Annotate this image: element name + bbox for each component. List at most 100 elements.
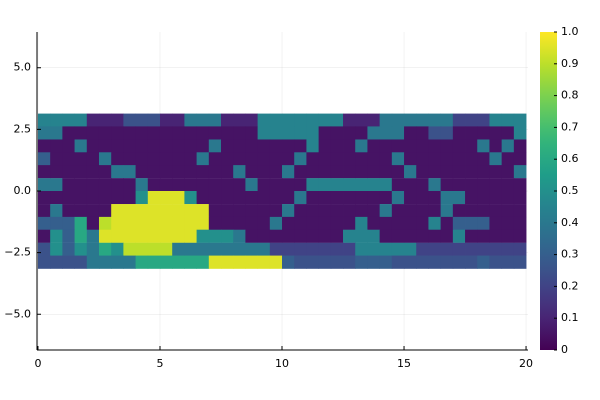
- heatmap-cell: [233, 255, 246, 269]
- heatmap-cell: [50, 126, 63, 140]
- heatmap-cell: [111, 204, 124, 218]
- heatmap-cell: [172, 255, 185, 269]
- heatmap-cell: [343, 126, 356, 140]
- heatmap-cell: [391, 152, 405, 166]
- heatmap-cell: [135, 113, 149, 127]
- heatmap-cell: [159, 255, 173, 269]
- heatmap-cell: [98, 113, 112, 127]
- heatmap-cell: [330, 165, 344, 179]
- heatmap-cell: [245, 191, 259, 205]
- heatmap-cell: [257, 229, 271, 243]
- heatmap-cell: [159, 242, 173, 256]
- heatmap-cell: [306, 229, 320, 243]
- heatmap-cell: [465, 191, 478, 205]
- heatmap-cell: [233, 229, 246, 243]
- heatmap-cell: [306, 126, 320, 140]
- heatmap-cell: [135, 216, 149, 231]
- heatmap-cell: [37, 191, 51, 205]
- heatmap-cell: [379, 229, 393, 243]
- heatmap-cell: [294, 165, 307, 179]
- heatmap-cell: [367, 126, 381, 140]
- heatmap-cell: [123, 216, 136, 231]
- heatmap-cell: [269, 139, 283, 153]
- heatmap-cell: [147, 204, 161, 218]
- heatmap-cell: [196, 204, 210, 218]
- heatmap-cell: [208, 113, 222, 127]
- heatmap-cell: [355, 152, 368, 166]
- heatmap-cell: [343, 139, 356, 153]
- heatmap-cell: [428, 229, 442, 243]
- x-tick-label: 5: [156, 357, 163, 370]
- heatmap-cell: [74, 178, 88, 192]
- heatmap-cell: [440, 216, 454, 231]
- heatmap-cell: [440, 152, 454, 166]
- heatmap-cell: [465, 152, 478, 166]
- heatmap-cell: [416, 126, 429, 140]
- heatmap-cell: [147, 255, 161, 269]
- heatmap-cell: [367, 191, 381, 205]
- heatmap-cell: [257, 191, 271, 205]
- heatmap-cell: [257, 255, 271, 269]
- heatmap-cell: [306, 178, 320, 192]
- heatmap-cell: [208, 216, 222, 231]
- heatmap-cell: [501, 178, 515, 192]
- heatmap-cell: [379, 139, 393, 153]
- heatmap-cell: [257, 152, 271, 166]
- heatmap-cell: [318, 126, 332, 140]
- heatmap-cell: [513, 178, 527, 192]
- heatmap-cell: [343, 191, 356, 205]
- heatmap-cell: [37, 113, 51, 127]
- heatmap-cell: [306, 242, 320, 256]
- heatmap-cell: [50, 178, 63, 192]
- heatmap-cell: [257, 204, 271, 218]
- heatmap-cell: [147, 216, 161, 231]
- heatmap-cell: [404, 113, 417, 127]
- heatmap-cell: [184, 255, 197, 269]
- heatmap-cell: [513, 191, 527, 205]
- heatmap-cell: [465, 242, 478, 256]
- heatmap-cell: [428, 126, 442, 140]
- heatmap-cell: [428, 191, 442, 205]
- heatmap-cell: [123, 139, 136, 153]
- heatmap-cell: [318, 242, 332, 256]
- heatmap-cell: [135, 191, 149, 205]
- heatmap-cell: [428, 113, 442, 127]
- heatmap-cell: [184, 139, 197, 153]
- heatmap-cell: [428, 255, 442, 269]
- heatmap-cell: [306, 191, 320, 205]
- heatmap-cell: [416, 152, 429, 166]
- heatmap-cell: [74, 204, 88, 218]
- heatmap-cell: [111, 152, 124, 166]
- heatmap-cell: [379, 178, 393, 192]
- heatmap-cell: [294, 139, 307, 153]
- heatmap-cell: [391, 229, 405, 243]
- heatmap-cell: [147, 242, 161, 256]
- heatmap-cell: [111, 165, 124, 179]
- heatmap-cell: [513, 113, 527, 127]
- heatmap-cell: [501, 242, 515, 256]
- heatmap-cell: [98, 255, 112, 269]
- heatmap-cell: [404, 242, 417, 256]
- heatmap-cell: [416, 191, 429, 205]
- heatmap-cell: [208, 152, 222, 166]
- heatmap-cell: [245, 242, 259, 256]
- heatmap-cell: [74, 191, 88, 205]
- heatmap-cell: [196, 216, 210, 231]
- heatmap-cell: [111, 242, 124, 256]
- heatmap-cell: [379, 113, 393, 127]
- heatmap-cell: [86, 152, 100, 166]
- heatmap-cell: [452, 229, 466, 243]
- heatmap-cell: [269, 178, 283, 192]
- heatmap-cell: [282, 229, 295, 243]
- heatmap-cell: [513, 165, 527, 179]
- heatmap-cell: [318, 255, 332, 269]
- heatmap-cell: [379, 126, 393, 140]
- heatmap-cell: [50, 139, 63, 153]
- heatmap-cell: [330, 178, 344, 192]
- heatmap-cell: [343, 255, 356, 269]
- heatmap-cell: [245, 139, 259, 153]
- heatmap-cell: [208, 242, 222, 256]
- heatmap-cell: [477, 126, 490, 140]
- heatmap-cell: [50, 191, 63, 205]
- heatmap-cell: [135, 204, 149, 218]
